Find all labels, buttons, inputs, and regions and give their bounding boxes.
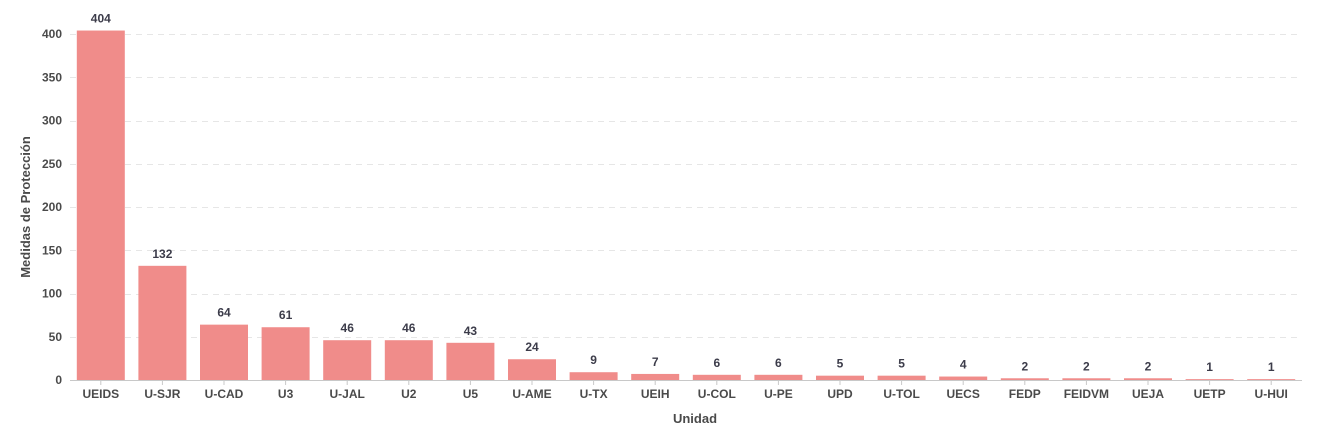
x-tick-label: U-PE: [764, 387, 793, 401]
x-tick-label: UECS: [947, 387, 980, 401]
y-tick-label: 50: [49, 330, 63, 344]
bar-u-tx: [569, 372, 618, 380]
y-tick-label: 350: [42, 70, 62, 84]
x-tick-label: FEDP: [1009, 387, 1041, 401]
y-tick-label: 400: [42, 27, 62, 41]
data-label: 9: [590, 353, 597, 367]
bar-fedp: [1000, 378, 1049, 380]
bar-u-col: [692, 374, 741, 380]
x-tick-label: FEIDVM: [1064, 387, 1109, 401]
x-tick-label: U3: [278, 387, 294, 401]
bar-uetp: [1185, 379, 1234, 380]
x-tick-label: UEIH: [641, 387, 670, 401]
y-tick-label: 200: [42, 200, 62, 214]
bar-uecs: [939, 376, 988, 380]
bar-u-sjr: [138, 265, 187, 380]
data-label: 64: [217, 306, 231, 320]
x-tick-label: U-JAL: [330, 387, 365, 401]
data-label: 7: [652, 355, 659, 369]
bar-u-hui: [1247, 379, 1296, 380]
x-tick-label: U-CAD: [205, 387, 244, 401]
data-label: 1: [1206, 360, 1213, 374]
data-label: 46: [341, 321, 355, 335]
x-tick-label: U-SJR: [144, 387, 180, 401]
y-tick-label: 0: [55, 373, 62, 387]
x-tick-label: UETP: [1194, 387, 1226, 401]
data-label: 6: [713, 356, 720, 370]
x-axis-title: Unidad: [673, 411, 717, 426]
data-label: 24: [525, 340, 539, 354]
bar-ueja: [1124, 378, 1172, 380]
bar-ueih: [631, 373, 680, 380]
x-tick-label: UPD: [827, 387, 853, 401]
data-label: 2: [1083, 359, 1090, 373]
data-labels: 404 132 64 61 46 46 43 24 9 7 6 6 5 5 4 2 2 2 1 1: [91, 12, 1275, 375]
bar-u2: [384, 340, 433, 380]
x-tick-label: U5: [463, 387, 479, 401]
x-tick-label: U-AME: [512, 387, 551, 401]
data-label: 46: [402, 321, 416, 335]
y-tick-label: 250: [42, 157, 62, 171]
bar-feidvm: [1062, 378, 1111, 380]
x-tick-label: U-TX: [580, 387, 608, 401]
bar-u-pe: [754, 374, 803, 380]
data-label: 5: [837, 357, 844, 371]
bars: [76, 30, 1296, 380]
data-label: 2: [1145, 359, 1152, 373]
bar-u-cad: [200, 324, 248, 380]
y-tick-label: 100: [42, 287, 62, 301]
y-tick-label: 150: [42, 243, 62, 257]
data-label: 2: [1021, 359, 1028, 373]
bar-u5: [446, 342, 495, 380]
x-tick-label: U-HUI: [1255, 387, 1288, 401]
data-label: 1: [1268, 360, 1275, 374]
data-label: 61: [279, 308, 293, 322]
x-tick-label: U-TOL: [883, 387, 919, 401]
y-tick-label: 300: [42, 114, 62, 128]
data-label: 43: [464, 324, 478, 338]
x-tick-label: U2: [401, 387, 417, 401]
bar-u-jal: [323, 340, 372, 380]
bar-u3: [261, 327, 310, 380]
bar-ueids: [76, 30, 125, 380]
data-label: 132: [152, 247, 172, 261]
gridlines: [70, 34, 1302, 338]
x-tick-label: UEIDS: [82, 387, 119, 401]
data-label: 404: [91, 12, 111, 26]
bar-u-ame: [508, 359, 556, 380]
bar-upd: [816, 375, 864, 380]
bar-u-tol: [877, 375, 926, 380]
x-tick-label: U-COL: [698, 387, 736, 401]
data-label: 5: [898, 357, 905, 371]
data-label: 6: [775, 356, 782, 370]
x-tick-label: UEJA: [1132, 387, 1164, 401]
y-axis-title: Medidas de Protección: [18, 136, 33, 278]
y-axis-ticks: 0 50 100 150 200 250 300 350 400: [42, 27, 62, 387]
data-label: 4: [960, 358, 967, 372]
x-axis-ticks: UEIDS U-SJR U-CAD U3 U-JAL U2 U5 U-AME U-TX UEIH U…: [82, 380, 1288, 401]
